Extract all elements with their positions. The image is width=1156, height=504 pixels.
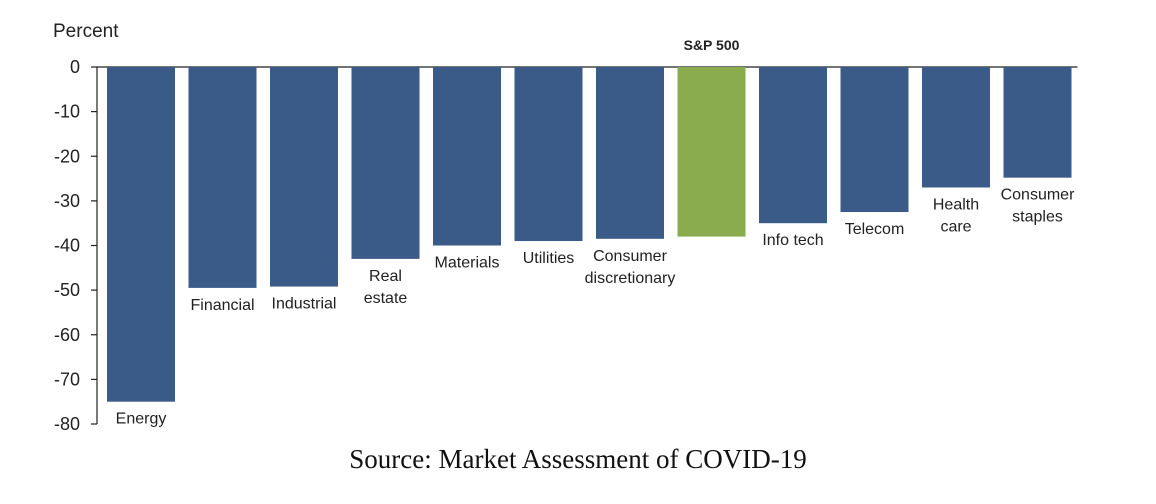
bar	[596, 67, 664, 239]
y-tick-label: -20	[54, 146, 80, 166]
category-label: discretionary	[585, 270, 676, 287]
bar	[433, 67, 501, 246]
category-label: Info tech	[762, 232, 823, 249]
category-label: Materials	[435, 255, 500, 272]
bar	[107, 67, 175, 402]
y-axis-unit-label: Percent	[53, 21, 119, 42]
category-label: Health	[933, 196, 979, 213]
category-label: estate	[364, 290, 408, 307]
highlight-bar-label: S&P 500	[684, 37, 740, 53]
bar	[514, 67, 583, 242]
category-label: Energy	[116, 411, 167, 428]
bar	[759, 67, 827, 224]
bar	[188, 67, 257, 288]
bar	[351, 67, 420, 259]
y-axis: 0 -10 -20 -30 -40 -50 -60 -70 -80	[54, 57, 1078, 434]
category-label: Utilities	[523, 250, 575, 267]
category-label: Financial	[190, 297, 254, 314]
y-tick-label: -30	[54, 191, 80, 211]
y-tick-label: -70	[54, 369, 80, 389]
category-label: Consumer	[1001, 187, 1075, 204]
bar	[270, 67, 338, 287]
y-tick-label: -40	[54, 236, 80, 256]
y-tick-label: -60	[54, 325, 80, 345]
bar	[840, 67, 909, 213]
y-tick-label: -10	[54, 102, 80, 122]
y-tick-label: -80	[54, 414, 80, 434]
bars	[107, 67, 1072, 402]
source-caption: Source: Market Assessment of COVID-19	[349, 444, 807, 474]
category-label: Telecom	[845, 221, 905, 238]
category-labels: Energy Financial Industrial Real estate Mater…	[116, 37, 1075, 428]
category-label: staples	[1012, 209, 1063, 226]
bar	[1003, 67, 1072, 178]
bar-highlight	[677, 67, 746, 237]
category-label: care	[940, 218, 971, 235]
y-tick-label: -50	[54, 280, 80, 300]
y-tick-label: 0	[70, 57, 80, 77]
category-label: Consumer	[593, 248, 667, 265]
bar	[922, 67, 990, 188]
category-label: Real	[369, 268, 402, 285]
category-label: Industrial	[272, 296, 337, 313]
